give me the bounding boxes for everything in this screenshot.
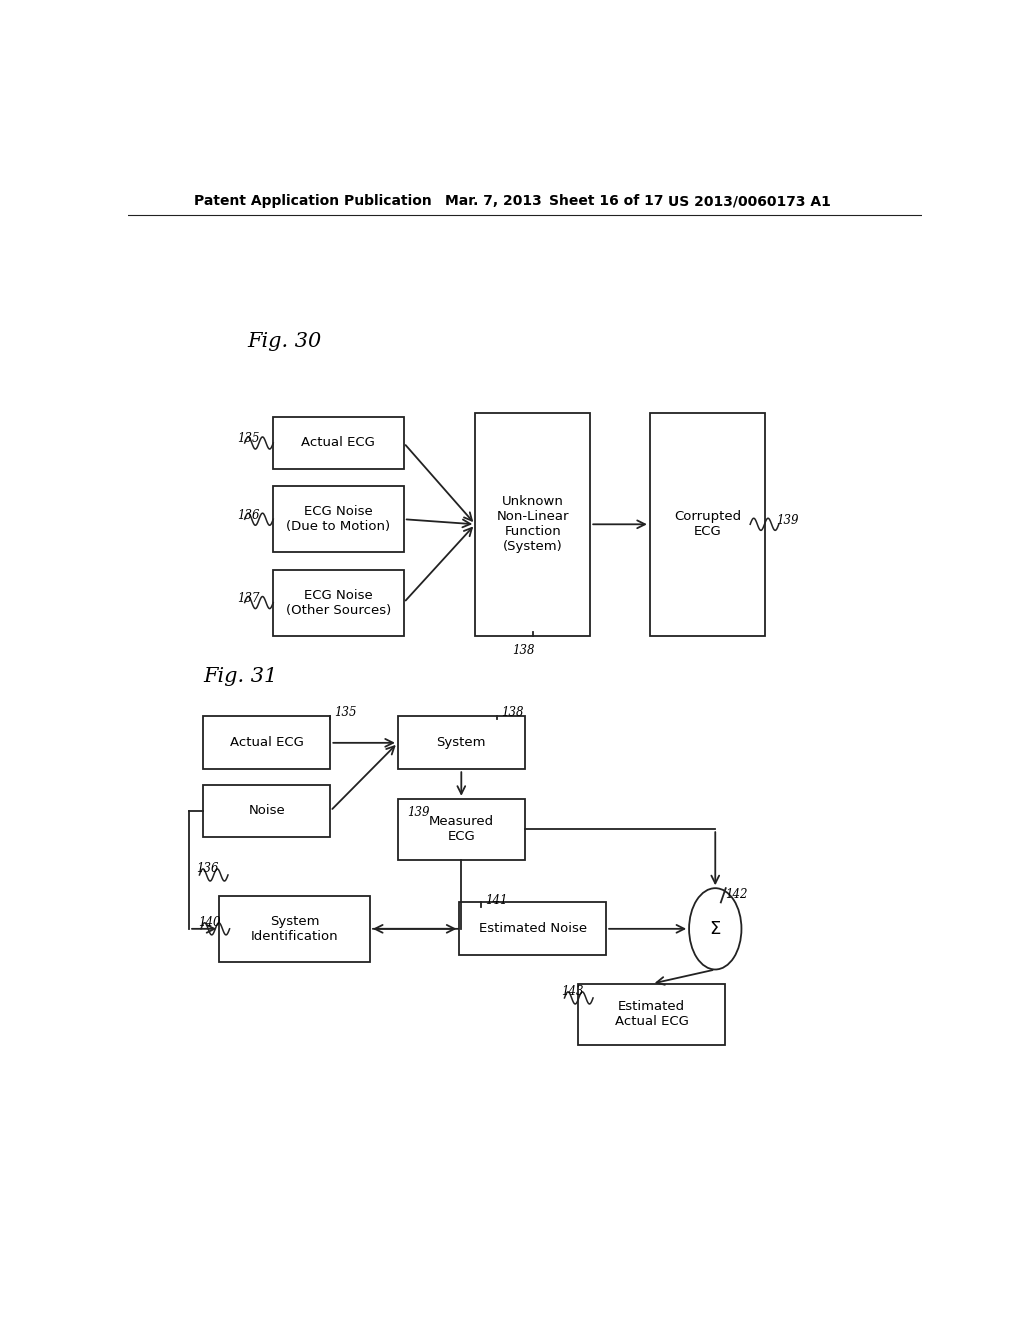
Text: 138: 138 xyxy=(512,644,535,657)
Text: 137: 137 xyxy=(238,591,260,605)
Bar xyxy=(272,569,403,636)
Bar xyxy=(650,412,765,636)
Text: ECG Noise
(Other Sources): ECG Noise (Other Sources) xyxy=(286,589,391,616)
Bar xyxy=(397,717,524,770)
Text: 135: 135 xyxy=(334,706,356,719)
Text: 139: 139 xyxy=(776,513,799,527)
Text: 138: 138 xyxy=(501,706,523,719)
Bar xyxy=(460,903,606,956)
Text: ECG Noise
(Due to Motion): ECG Noise (Due to Motion) xyxy=(287,506,390,533)
Text: Unknown
Non-Linear
Function
(System): Unknown Non-Linear Function (System) xyxy=(497,495,569,553)
Bar xyxy=(579,983,725,1044)
Text: Actual ECG: Actual ECG xyxy=(301,437,375,450)
Text: Patent Application Publication: Patent Application Publication xyxy=(194,194,432,209)
Bar xyxy=(204,717,331,770)
Text: Measured
ECG: Measured ECG xyxy=(429,816,494,843)
Bar xyxy=(219,896,370,962)
Text: 136: 136 xyxy=(238,508,260,521)
Text: Noise: Noise xyxy=(249,804,286,817)
Bar xyxy=(397,799,524,859)
Text: Σ: Σ xyxy=(710,920,721,937)
Bar xyxy=(272,486,403,552)
Text: 143: 143 xyxy=(561,985,584,998)
Bar xyxy=(272,417,403,470)
Bar xyxy=(204,784,331,837)
Text: 139: 139 xyxy=(408,807,430,820)
Text: 142: 142 xyxy=(725,888,748,900)
Text: System: System xyxy=(436,737,486,750)
Text: US 2013/0060173 A1: US 2013/0060173 A1 xyxy=(668,194,830,209)
Text: 136: 136 xyxy=(197,862,219,875)
Text: Mar. 7, 2013: Mar. 7, 2013 xyxy=(445,194,542,209)
Text: System
Identification: System Identification xyxy=(251,915,339,942)
Text: 135: 135 xyxy=(238,433,260,445)
Text: Actual ECG: Actual ECG xyxy=(230,737,304,750)
Text: Fig. 30: Fig. 30 xyxy=(247,331,322,351)
Bar xyxy=(475,412,590,636)
Text: Corrupted
ECG: Corrupted ECG xyxy=(674,511,741,539)
Text: Sheet 16 of 17: Sheet 16 of 17 xyxy=(549,194,664,209)
Text: Fig. 31: Fig. 31 xyxy=(204,668,278,686)
Text: Estimated
Actual ECG: Estimated Actual ECG xyxy=(614,1001,689,1028)
Text: 140: 140 xyxy=(198,916,220,929)
Text: 141: 141 xyxy=(485,894,508,907)
Text: Estimated Noise: Estimated Noise xyxy=(478,923,587,936)
Ellipse shape xyxy=(689,888,741,969)
